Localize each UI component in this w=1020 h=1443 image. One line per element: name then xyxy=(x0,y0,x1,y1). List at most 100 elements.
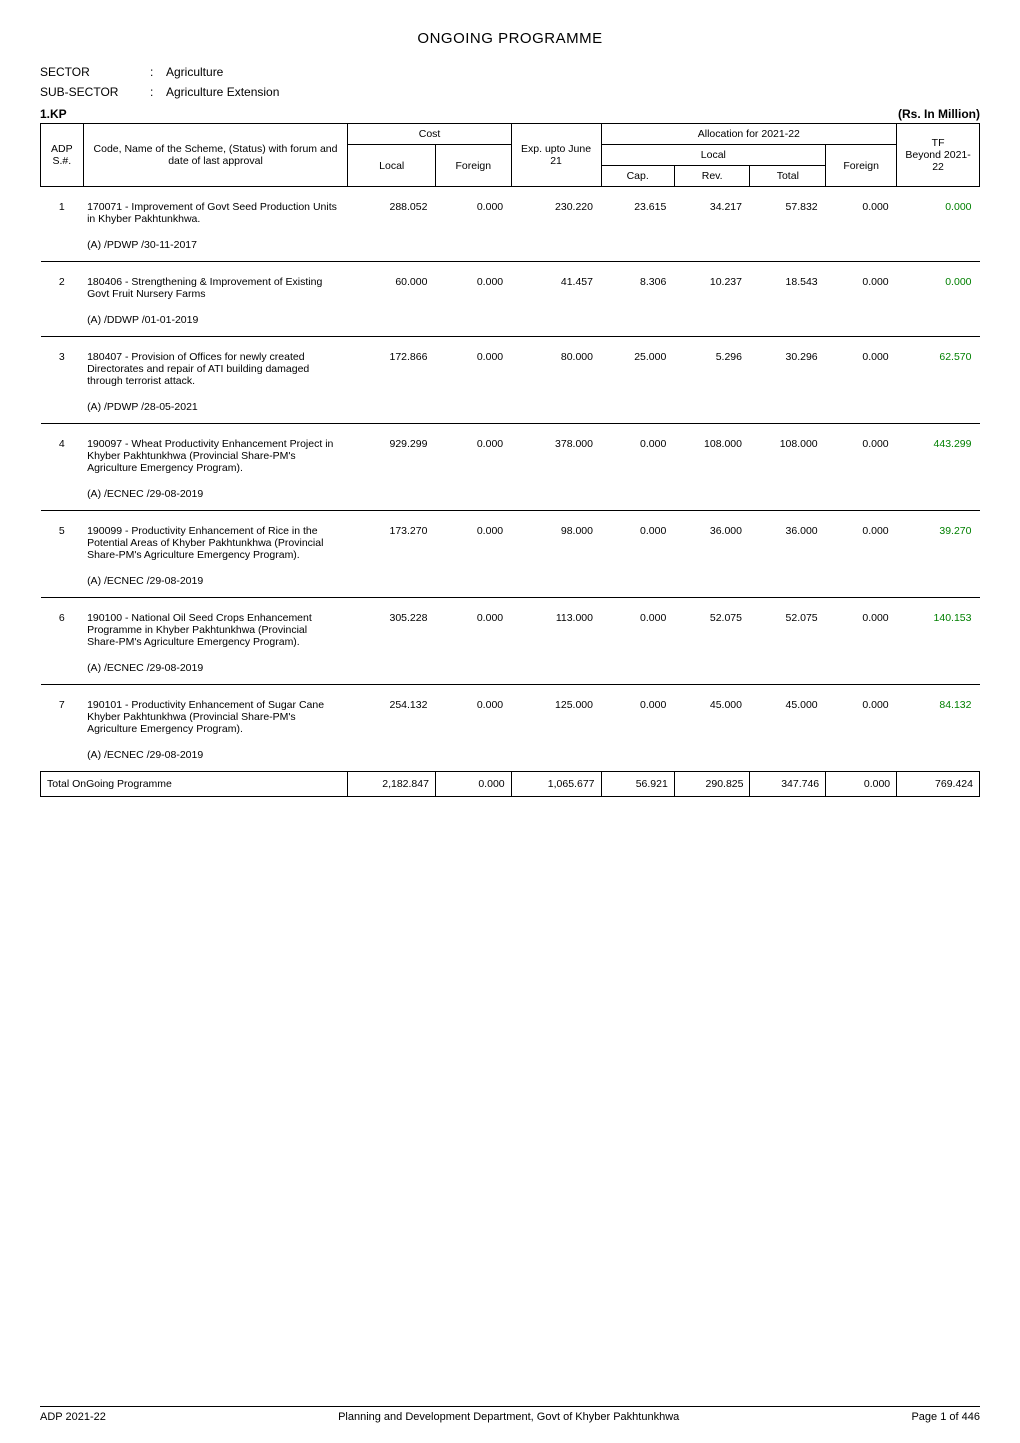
cell-rev: 45.000 xyxy=(674,685,750,772)
cell-exp: 98.000 xyxy=(511,511,601,598)
total-tf: 769.424 xyxy=(897,772,980,797)
table-row: 2180406 - Strengthening & Improvement of… xyxy=(41,262,980,337)
cell-sno: 6 xyxy=(41,598,84,685)
cell-scheme: 190101 - Productivity Enhancement of Sug… xyxy=(83,685,348,772)
hdr-sno: S.#. xyxy=(45,155,79,167)
table-row: 4190097 - Wheat Productivity Enhancement… xyxy=(41,424,980,511)
cell-cost-local: 288.052 xyxy=(348,187,436,262)
cell-tf: 39.270 xyxy=(897,511,980,598)
cell-exp: 41.457 xyxy=(511,262,601,337)
kp-left: 1.KP xyxy=(40,107,67,121)
cell-total: 45.000 xyxy=(750,685,826,772)
total-rev: 290.825 xyxy=(674,772,750,797)
cell-sno: 2 xyxy=(41,262,84,337)
hdr-cost-local: Local xyxy=(348,145,436,187)
cell-approval: (A) /ECNEC /29-08-2019 xyxy=(87,488,338,500)
hdr-exp: Exp. upto June 21 xyxy=(511,124,601,187)
cell-foreign2: 0.000 xyxy=(826,511,897,598)
cell-exp: 113.000 xyxy=(511,598,601,685)
cell-rev: 5.296 xyxy=(674,337,750,424)
cell-rev: 108.000 xyxy=(674,424,750,511)
cell-cost-local: 305.228 xyxy=(348,598,436,685)
cell-sno: 1 xyxy=(41,187,84,262)
hdr-cost: Cost xyxy=(348,124,511,145)
sector-label: SECTOR xyxy=(40,65,150,79)
table-row: 1170071 - Improvement of Govt Seed Produ… xyxy=(41,187,980,262)
cell-scheme: 190099 - Productivity Enhancement of Ric… xyxy=(83,511,348,598)
cell-total: 57.832 xyxy=(750,187,826,262)
cell-sno: 7 xyxy=(41,685,84,772)
cell-sno: 5 xyxy=(41,511,84,598)
table-row: 7190101 - Productivity Enhancement of Su… xyxy=(41,685,980,772)
cell-scheme: 180407 - Provision of Offices for newly … xyxy=(83,337,348,424)
hdr-code: Code, Name of the Scheme, (Status) with … xyxy=(83,124,348,187)
total-cap: 56.921 xyxy=(601,772,674,797)
cell-exp: 378.000 xyxy=(511,424,601,511)
page-footer: ADP 2021-22 Planning and Development Dep… xyxy=(40,1406,980,1423)
cell-tf: 84.132 xyxy=(897,685,980,772)
hdr-rev: Rev. xyxy=(674,166,750,187)
cell-cap: 0.000 xyxy=(601,424,674,511)
cell-exp: 80.000 xyxy=(511,337,601,424)
cell-cost-local: 60.000 xyxy=(348,262,436,337)
cell-cost-foreign: 0.000 xyxy=(435,337,511,424)
cell-foreign2: 0.000 xyxy=(826,187,897,262)
hdr-alloc-local: Local xyxy=(601,145,826,166)
cell-rev: 36.000 xyxy=(674,511,750,598)
hdr-foreign2: Foreign xyxy=(826,145,897,187)
cell-total: 18.543 xyxy=(750,262,826,337)
cell-cost-foreign: 0.000 xyxy=(435,511,511,598)
footer-right: Page 1 of 446 xyxy=(911,1411,980,1423)
total-cost-local: 2,182.847 xyxy=(348,772,436,797)
cell-approval: (A) /ECNEC /29-08-2019 xyxy=(87,662,338,674)
cell-scheme: 170071 - Improvement of Govt Seed Produc… xyxy=(83,187,348,262)
cell-cap: 25.000 xyxy=(601,337,674,424)
cell-total: 108.000 xyxy=(750,424,826,511)
cell-foreign2: 0.000 xyxy=(826,424,897,511)
programme-table: ADP S.#. Code, Name of the Scheme, (Stat… xyxy=(40,123,980,797)
hdr-adp: ADP xyxy=(45,143,79,155)
cell-tf: 0.000 xyxy=(897,187,980,262)
hdr-total: Total xyxy=(750,166,826,187)
cell-sno: 4 xyxy=(41,424,84,511)
cell-cost-foreign: 0.000 xyxy=(435,685,511,772)
hdr-beyond: Beyond 2021-22 xyxy=(901,149,975,173)
colon: : xyxy=(150,65,166,79)
cell-cost-local: 173.270 xyxy=(348,511,436,598)
total-foreign2: 0.000 xyxy=(826,772,897,797)
cell-cap: 0.000 xyxy=(601,511,674,598)
total-row: Total OnGoing Programme2,182.8470.0001,0… xyxy=(41,772,980,797)
cell-cost-foreign: 0.000 xyxy=(435,187,511,262)
cell-cap: 0.000 xyxy=(601,685,674,772)
cell-rev: 34.217 xyxy=(674,187,750,262)
cell-cap: 0.000 xyxy=(601,598,674,685)
cell-cap: 23.615 xyxy=(601,187,674,262)
cell-scheme: 190097 - Wheat Productivity Enhancement … xyxy=(83,424,348,511)
footer-center: Planning and Development Department, Gov… xyxy=(338,1411,679,1423)
cell-approval: (A) /DDWP /01-01-2019 xyxy=(87,314,338,326)
sector-value: Agriculture xyxy=(166,65,980,79)
cell-foreign2: 0.000 xyxy=(826,598,897,685)
cell-total: 30.296 xyxy=(750,337,826,424)
cell-rev: 10.237 xyxy=(674,262,750,337)
cell-approval: (A) /ECNEC /29-08-2019 xyxy=(87,749,338,761)
cell-cost-foreign: 0.000 xyxy=(435,262,511,337)
cell-total: 36.000 xyxy=(750,511,826,598)
cell-foreign2: 0.000 xyxy=(826,337,897,424)
cell-cost-local: 929.299 xyxy=(348,424,436,511)
table-row: 5190099 - Productivity Enhancement of Ri… xyxy=(41,511,980,598)
subsector-row: SUB-SECTOR : Agriculture Extension xyxy=(40,85,980,99)
cell-tf: 443.299 xyxy=(897,424,980,511)
cell-scheme: 190100 - National Oil Seed Crops Enhance… xyxy=(83,598,348,685)
cell-exp: 230.220 xyxy=(511,187,601,262)
table-body: 1170071 - Improvement of Govt Seed Produ… xyxy=(41,187,980,797)
total-cost-foreign: 0.000 xyxy=(435,772,511,797)
cell-rev: 52.075 xyxy=(674,598,750,685)
kp-row: 1.KP (Rs. In Million) xyxy=(40,107,980,121)
cell-exp: 125.000 xyxy=(511,685,601,772)
table-row: 3180407 - Provision of Offices for newly… xyxy=(41,337,980,424)
cell-cap: 8.306 xyxy=(601,262,674,337)
cell-approval: (A) /PDWP /28-05-2021 xyxy=(87,401,338,413)
total-label: Total OnGoing Programme xyxy=(41,772,348,797)
cell-foreign2: 0.000 xyxy=(826,262,897,337)
